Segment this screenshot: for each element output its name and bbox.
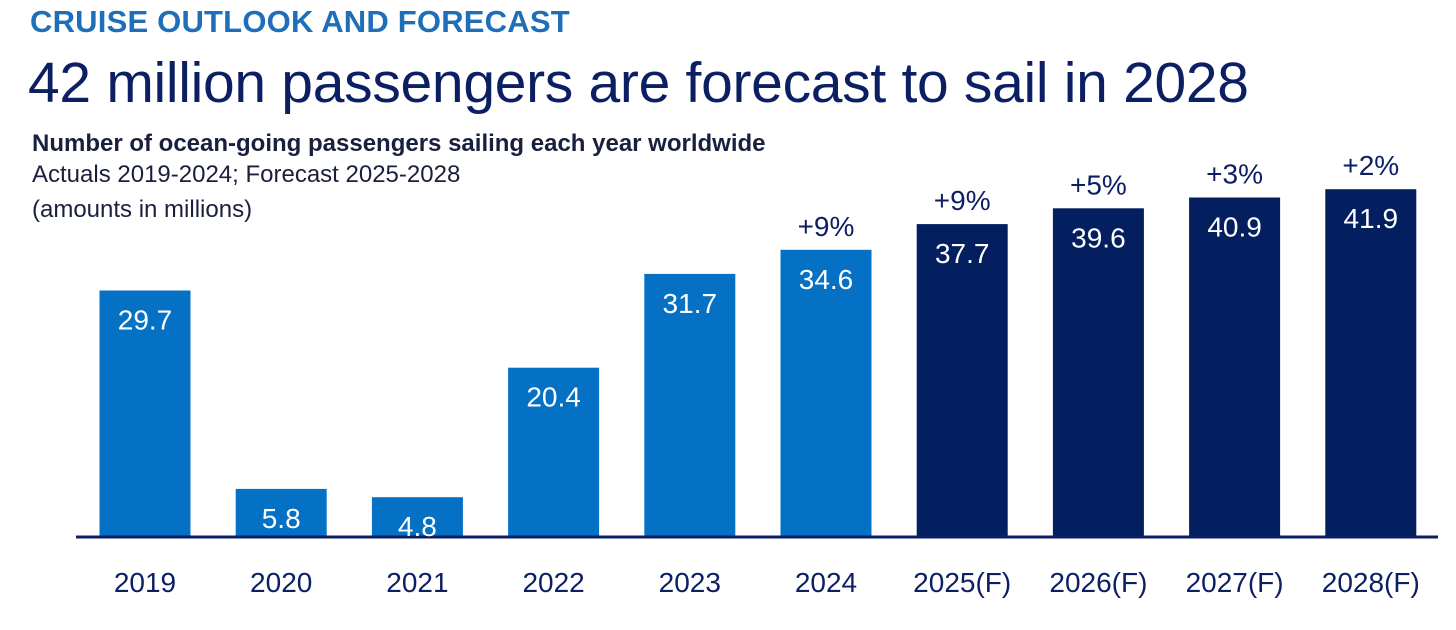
bar-value-label: 5.8 [262, 503, 301, 534]
x-tick-label: 2024 [795, 567, 857, 598]
growth-label: +5% [1070, 169, 1127, 200]
x-tick-label: 2028(F) [1322, 567, 1420, 598]
bar-2028(F) [1325, 189, 1417, 537]
bar-value-label: 37.7 [935, 238, 990, 269]
bar-2025(F) [916, 224, 1008, 537]
bar-2022 [508, 367, 600, 537]
x-tick-label: 2021 [386, 567, 448, 598]
x-tick-label: 2020 [250, 567, 312, 598]
bar-value-label: 20.4 [526, 382, 581, 413]
bar-2023 [644, 273, 736, 537]
bar-2024 [780, 249, 872, 538]
x-tick-label: 2023 [659, 567, 721, 598]
bar-2026(F) [1052, 208, 1144, 538]
x-tick-label: 2025(F) [913, 567, 1011, 598]
x-tick-label: 2019 [114, 567, 176, 598]
bar-value-label: 31.7 [663, 288, 718, 319]
growth-label: +2% [1342, 150, 1399, 181]
section-eyebrow: CRUISE OUTLOOK AND FORECAST [30, 4, 570, 39]
x-tick-label: 2022 [522, 567, 584, 598]
bar-2021 [371, 497, 463, 537]
growth-label: +3% [1206, 159, 1263, 190]
bar-value-label: 39.6 [1071, 222, 1126, 253]
bar-value-label: 4.8 [398, 511, 437, 542]
labels-layer: 29.7 2019 5.8 2020 4.8 2021 20.4 2022 31.7 2023 34… [114, 150, 1420, 598]
bar-value-label: 40.9 [1207, 212, 1262, 243]
chart-title: Number of ocean-going passengers sailing… [32, 130, 766, 157]
bars-layer [99, 189, 1417, 538]
bar-value-label: 34.6 [799, 264, 854, 295]
x-tick-label: 2026(F) [1049, 567, 1147, 598]
chart-note-units: (amounts in millions) [32, 196, 253, 223]
growth-label: +9% [934, 185, 991, 216]
growth-label: +9% [798, 211, 855, 242]
chart-note-period: Actuals 2019-2024; Forecast 2025-2028 [32, 161, 461, 188]
bar-2019 [99, 290, 191, 537]
bar-value-label: 29.7 [118, 305, 173, 336]
page-headline: 42 million passengers are forecast to sa… [28, 51, 1249, 115]
x-tick-label: 2027(F) [1186, 567, 1284, 598]
bar-2027(F) [1189, 197, 1281, 537]
bar-value-label: 41.9 [1344, 203, 1399, 234]
bar-2020 [235, 488, 327, 537]
